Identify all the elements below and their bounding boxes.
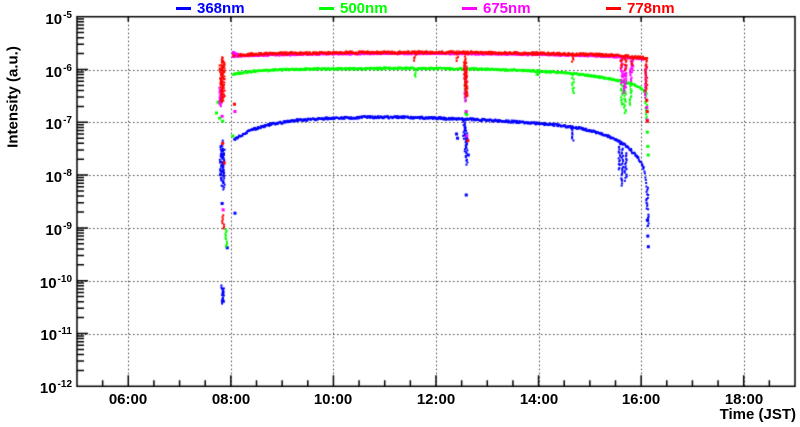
y-tick-label: 10-8 [45,168,72,186]
legend-item-500nm: 500nm [319,0,388,17]
y-tick-label: 10-9 [45,221,72,239]
x-tick-label: 12:00 [416,391,456,408]
y-axis-title: Intensity (a.u.) [4,46,22,148]
legend-item-368nm: 368nm [176,0,245,17]
x-axis-title: Time (JST) [719,406,796,423]
legend-label-500nm: 500nm [340,0,388,17]
legend-line-778nm-icon [606,7,621,10]
legend-line-675nm-icon [462,7,477,10]
legend-item-675nm: 675nm [462,0,531,17]
x-tick-label: 10:00 [313,391,353,408]
y-tick-label: 10-12 [39,379,72,397]
legend-item-778nm: 778nm [606,0,675,17]
y-tick-label: 10-10 [39,274,72,292]
x-tick-label: 08:00 [211,391,251,408]
legend-line-368nm-icon [176,7,191,10]
y-tick-label: 10-6 [45,63,72,81]
legend-label-368nm: 368nm [197,0,245,17]
x-tick-label: 06:00 [108,391,148,408]
x-tick-label: 14:00 [519,391,559,408]
x-tick-label: 18:00 [724,391,764,408]
legend-label-675nm: 675nm [483,0,531,17]
y-tick-label: 10-7 [45,115,72,133]
x-tick-label: 16:00 [621,391,661,408]
y-tick-label: 10-11 [40,326,72,344]
legend-label-778nm: 778nm [627,0,675,17]
y-tick-label: 10-5 [45,10,72,28]
legend-line-500nm-icon [319,7,334,10]
